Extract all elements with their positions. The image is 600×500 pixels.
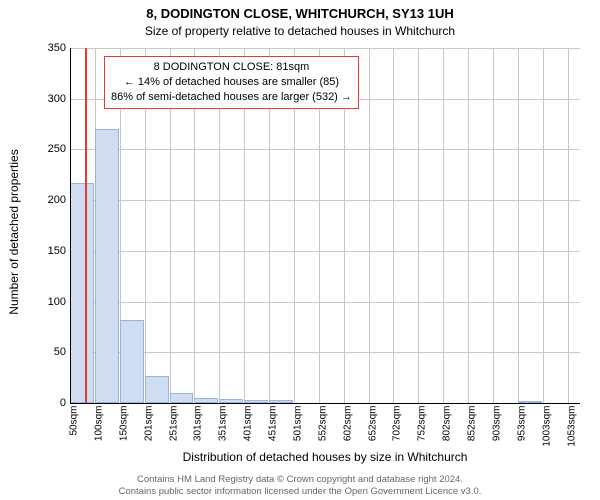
y-tick-label: 100 [26, 296, 66, 308]
y-axis-label: Number of detached properties [7, 149, 21, 314]
y-tick-label: 200 [26, 194, 66, 206]
x-tick-label: 150sqm [118, 406, 129, 442]
chart-plot-area: 05010015020025030035050sqm100sqm150sqm20… [70, 48, 580, 403]
gridline-v [543, 48, 544, 403]
gridline-v [493, 48, 494, 403]
x-tick-label: 852sqm [467, 406, 478, 442]
page-subtitle: Size of property relative to detached ho… [0, 24, 600, 38]
gridline-v [393, 48, 394, 403]
x-tick-label: 752sqm [417, 406, 428, 442]
x-tick-label: 351sqm [218, 406, 229, 442]
annotation-line: 8 DODINGTON CLOSE: 81sqm [111, 60, 352, 75]
x-tick-label: 301sqm [193, 406, 204, 442]
annotation-line: 86% of semi-detached houses are larger (… [111, 90, 352, 105]
histogram-bar [120, 320, 144, 403]
x-axis-line [70, 403, 580, 404]
x-tick-label: 100sqm [93, 406, 104, 442]
gridline-v [443, 48, 444, 403]
reference-line [85, 48, 87, 403]
x-axis-label: Distribution of detached houses by size … [70, 450, 580, 464]
x-tick-label: 602sqm [342, 406, 353, 442]
x-tick-label: 451sqm [268, 406, 279, 442]
gridline-h [70, 251, 580, 252]
x-tick-label: 1053sqm [566, 406, 577, 447]
y-tick-label: 300 [26, 93, 66, 105]
x-tick-label: 953sqm [516, 406, 527, 442]
page-title: 8, DODINGTON CLOSE, WHITCHURCH, SY13 1UH [0, 6, 600, 21]
footer-line-1: Contains HM Land Registry data © Crown c… [0, 474, 600, 486]
gridline-v [418, 48, 419, 403]
histogram-bar [95, 129, 119, 403]
x-tick-label: 251sqm [168, 406, 179, 442]
gridline-h [70, 352, 580, 353]
x-tick-label: 501sqm [292, 406, 303, 442]
y-tick-label: 250 [26, 143, 66, 155]
x-tick-label: 802sqm [442, 406, 453, 442]
annotation-line: ← 14% of detached houses are smaller (85… [111, 75, 352, 90]
x-tick-label: 903sqm [491, 406, 502, 442]
gridline-v [468, 48, 469, 403]
x-tick-label: 652sqm [367, 406, 378, 442]
x-tick-label: 702sqm [392, 406, 403, 442]
histogram-bar [170, 393, 194, 403]
x-tick-label: 50sqm [69, 406, 80, 436]
x-tick-label: 401sqm [243, 406, 254, 442]
footer-attribution: Contains HM Land Registry data © Crown c… [0, 474, 600, 498]
histogram-bar [70, 183, 94, 403]
x-tick-label: 1003sqm [541, 406, 552, 447]
gridline-h [70, 200, 580, 201]
gridline-v [369, 48, 370, 403]
gridline-h [70, 48, 580, 49]
y-tick-label: 150 [26, 245, 66, 257]
y-axis-line [70, 48, 71, 403]
x-tick-label: 552sqm [317, 406, 328, 442]
gridline-v [518, 48, 519, 403]
y-tick-label: 0 [26, 397, 66, 409]
histogram-bar [145, 376, 169, 403]
gridline-h [70, 149, 580, 150]
footer-line-2: Contains public sector information licen… [0, 486, 600, 498]
gridline-v [568, 48, 569, 403]
y-tick-label: 50 [26, 346, 66, 358]
annotation-box: 8 DODINGTON CLOSE: 81sqm← 14% of detache… [104, 56, 359, 109]
x-tick-label: 201sqm [143, 406, 154, 442]
y-tick-label: 350 [26, 42, 66, 54]
gridline-h [70, 302, 580, 303]
